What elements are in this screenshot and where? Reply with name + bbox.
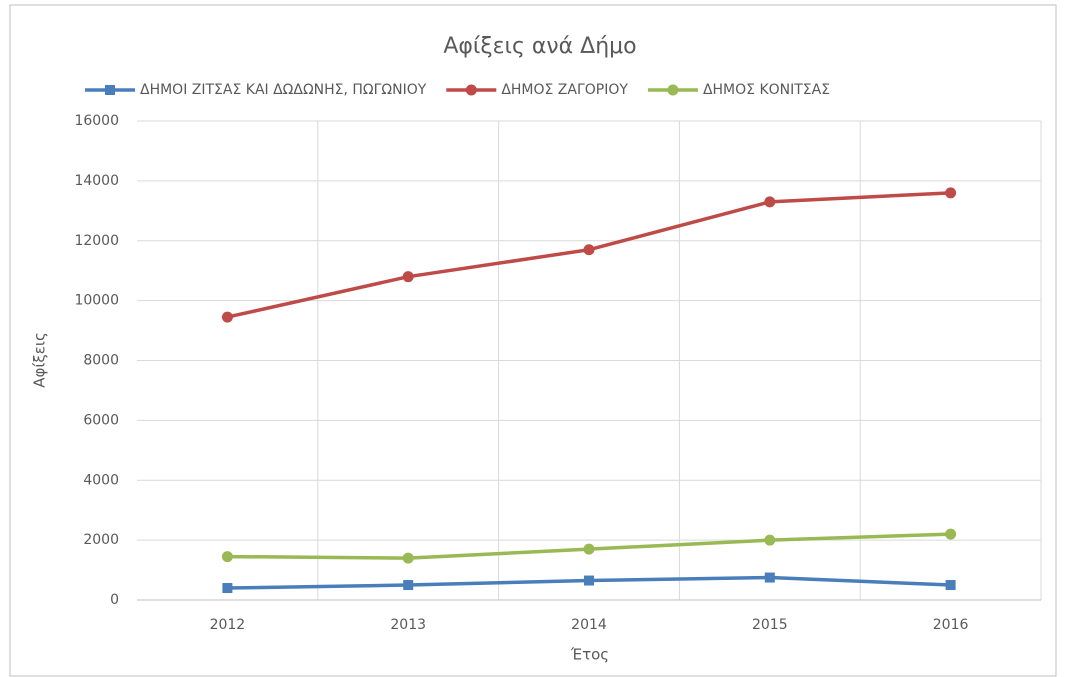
chart-border — [9, 4, 1057, 677]
y-tick-label: 14000 — [74, 173, 119, 189]
marker — [402, 552, 414, 564]
marker — [764, 534, 776, 546]
y-tick-label: 10000 — [74, 293, 119, 309]
marker — [764, 196, 776, 208]
marker — [945, 580, 956, 591]
x-axis-label: Έτος — [570, 646, 609, 664]
marker — [403, 580, 414, 591]
marker — [583, 543, 595, 555]
x-tick-label: 2012 — [210, 617, 246, 633]
legend-label: ΔΗΜΟΙ ΖΙΤΣΑΣ ΚΑΙ ΔΩΔΩΝΗΣ, ΠΩΓΩΝΙΟΥ — [140, 82, 427, 98]
marker — [402, 271, 414, 283]
marker — [221, 311, 233, 323]
legend-label: ΔΗΜΟΣ ΚΟΝΙΤΣΑΣ — [703, 82, 830, 98]
x-tick-label: 2015 — [752, 617, 788, 633]
marker — [584, 575, 594, 586]
marker — [945, 528, 957, 540]
legend-marker — [667, 84, 679, 96]
marker — [945, 187, 957, 199]
x-tick-label: 2016 — [933, 617, 969, 633]
y-tick-label: 0 — [110, 592, 119, 608]
marker — [583, 244, 595, 256]
x-tick-label: 2014 — [571, 617, 607, 633]
chart-title: Αφίξεις ανά Δήμο — [443, 34, 636, 59]
y-tick-label: 6000 — [83, 412, 119, 428]
legend-marker — [105, 85, 115, 95]
legend-label: ΔΗΜΟΣ ΖΑΓΟΡΙΟΥ — [501, 82, 628, 98]
y-tick-label: 4000 — [83, 472, 119, 488]
y-axis-label: Αφίξεις — [31, 332, 49, 388]
y-tick-label: 16000 — [74, 113, 119, 129]
marker — [222, 583, 233, 594]
marker — [764, 572, 775, 583]
y-tick-label: 8000 — [83, 353, 119, 369]
x-tick-label: 2013 — [390, 617, 426, 633]
y-tick-label: 12000 — [74, 233, 119, 249]
marker — [221, 551, 233, 563]
y-tick-label: 2000 — [83, 532, 119, 548]
legend-marker — [465, 84, 477, 96]
